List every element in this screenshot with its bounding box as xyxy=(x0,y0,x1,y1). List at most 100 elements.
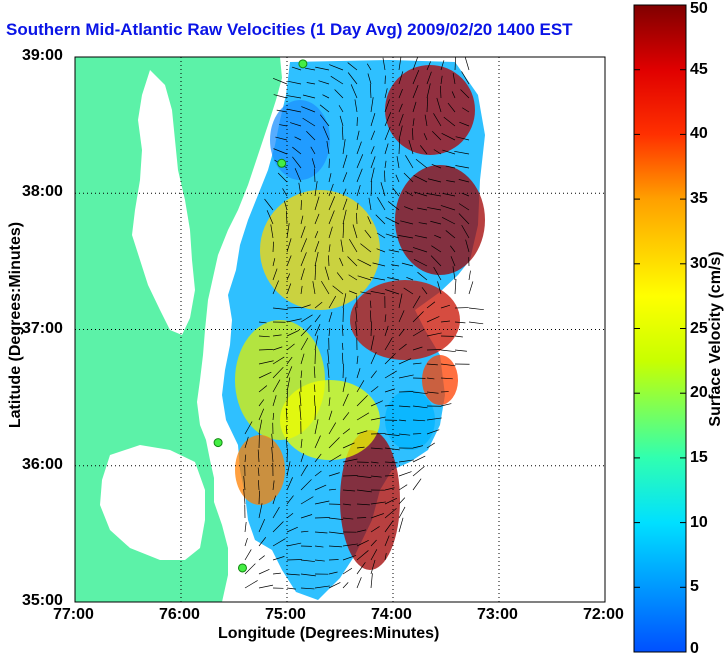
velocity-vector xyxy=(258,518,266,533)
velocity-vector xyxy=(384,170,386,183)
velocity-vector xyxy=(441,217,456,225)
velocity-hotspot xyxy=(422,355,458,405)
velocity-hotspot xyxy=(235,435,285,505)
velocity-vector xyxy=(356,550,369,561)
velocity-vector xyxy=(385,233,400,239)
velocity-vector xyxy=(272,412,275,421)
velocity-vector xyxy=(387,277,400,281)
velocity-vector xyxy=(356,539,369,547)
velocity-vector xyxy=(398,57,402,71)
colorbar-label: Surface Velocity (cm/s) xyxy=(707,251,724,427)
velocity-vector xyxy=(356,395,368,407)
velocity-vector xyxy=(328,327,331,337)
velocity-vector xyxy=(314,545,324,548)
velocity-vector xyxy=(314,213,320,225)
velocity-vector xyxy=(244,421,253,435)
velocity-vector xyxy=(300,215,304,225)
velocity-vector xyxy=(454,279,457,295)
velocity-vector xyxy=(272,495,276,505)
velocity-vector xyxy=(356,446,365,449)
velocity-vector xyxy=(405,155,414,169)
velocity-vector xyxy=(414,235,428,239)
velocity-vector xyxy=(327,349,330,365)
velocity-vector xyxy=(424,114,428,127)
velocity-vector xyxy=(300,226,306,239)
velocity-vector xyxy=(329,64,344,71)
velocity-vector xyxy=(328,397,331,407)
velocity-vector xyxy=(442,149,456,155)
velocity-vector xyxy=(300,353,305,365)
y-tick-label: 38:00 xyxy=(22,183,63,201)
velocity-vector xyxy=(300,200,302,211)
velocity-vector xyxy=(356,489,372,493)
velocity-vector xyxy=(314,453,322,463)
velocity-vector xyxy=(370,370,377,379)
velocity-vectors xyxy=(243,57,484,590)
chart-title: Southern Mid-Atlantic Raw Velocities (1 … xyxy=(6,20,573,39)
velocity-vector xyxy=(398,139,401,155)
velocity-vector xyxy=(412,57,418,71)
velocity-vector xyxy=(314,531,328,534)
velocity-vector xyxy=(271,433,274,449)
velocity-vector xyxy=(441,133,456,141)
velocity-vector xyxy=(352,224,358,239)
velocity-vector xyxy=(398,405,411,408)
velocity-vector xyxy=(436,97,442,113)
velocity-vector xyxy=(412,70,420,85)
velocity-vector xyxy=(328,312,333,323)
velocity-vector xyxy=(258,555,265,561)
velocity-vector xyxy=(342,543,358,547)
velocity-vector xyxy=(314,435,321,449)
velocity-vector xyxy=(314,301,323,309)
velocity-vector xyxy=(272,556,285,561)
velocity-vector xyxy=(382,57,386,71)
velocity-vector xyxy=(433,149,442,155)
velocity-vector xyxy=(370,277,386,281)
velocity-vector xyxy=(356,212,358,225)
velocity-vector xyxy=(291,66,302,71)
velocity-vector xyxy=(370,351,377,365)
velocity-vector xyxy=(341,126,344,141)
velocity-vector xyxy=(412,311,424,323)
velocity-vector xyxy=(341,342,344,351)
velocity-vector xyxy=(300,496,314,505)
velocity-vector xyxy=(400,220,414,225)
velocity-vector xyxy=(338,105,344,113)
velocity-vector xyxy=(412,118,415,127)
velocity-vector xyxy=(370,130,376,141)
velocity-vector xyxy=(258,503,263,519)
velocity-vector xyxy=(370,539,377,547)
velocity-vector xyxy=(273,148,288,155)
colorbar-tick-label: 35 xyxy=(690,190,708,208)
velocity-vector xyxy=(451,91,456,99)
velocity-vector xyxy=(426,332,442,337)
velocity-vector xyxy=(370,461,379,464)
velocity-vector xyxy=(370,97,374,113)
velocity-vector xyxy=(334,89,344,99)
velocity-vector xyxy=(319,114,330,127)
velocity-vector xyxy=(412,455,426,463)
velocity-vector xyxy=(369,300,372,309)
plot-frame xyxy=(74,56,606,603)
x-tick-label: 76:00 xyxy=(159,606,200,623)
velocity-vector xyxy=(347,62,358,71)
velocity-vector xyxy=(426,417,442,421)
velocity-vector xyxy=(452,72,456,85)
velocity-vector xyxy=(288,80,302,85)
velocity-vector xyxy=(328,472,340,477)
velocity-vector xyxy=(384,337,393,351)
velocity-vector xyxy=(347,256,358,267)
velocity-vector xyxy=(440,403,452,407)
velocity-vector xyxy=(368,197,372,211)
velocity-vector xyxy=(412,85,419,99)
velocity-vector xyxy=(426,192,442,197)
velocity-vector xyxy=(426,97,429,113)
velocity-vector xyxy=(440,349,456,353)
velocity-vector xyxy=(314,500,330,505)
velocity-vector xyxy=(339,115,344,127)
colorbar-tick-label: 5 xyxy=(690,578,699,596)
velocity-vector xyxy=(384,508,397,519)
velocity-vector xyxy=(398,506,406,519)
velocity-vector xyxy=(395,174,400,183)
velocity-vector xyxy=(286,461,291,477)
